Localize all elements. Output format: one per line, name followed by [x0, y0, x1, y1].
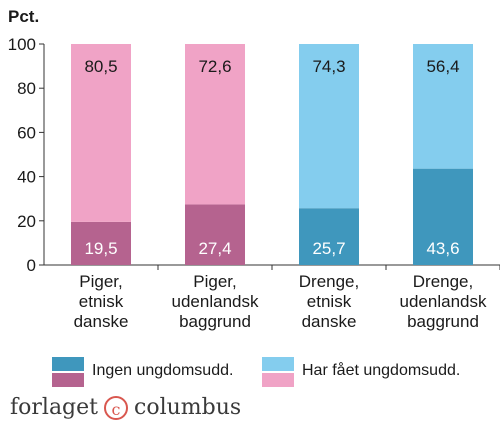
bar-data-label: 72,6 — [198, 57, 231, 76]
bar-data-label: 19,5 — [84, 239, 117, 258]
bar-segment — [185, 204, 245, 265]
x-category-label: Piger, — [193, 272, 236, 291]
stacked-bar-chart: Pct. 0 20 40 60 80 100 19,5 80,5 27,4 72,6 25,7 74… — [8, 7, 500, 331]
x-category-label: baggrund — [407, 312, 479, 331]
x-category-label: etnisk — [307, 292, 352, 311]
bar-data-label: 74,3 — [312, 57, 345, 76]
bar-segment — [71, 44, 131, 222]
publisher-name-right: columbus — [134, 395, 242, 420]
copyright-icon: c — [104, 395, 128, 420]
bar-segment — [299, 208, 359, 265]
bar-segment — [299, 44, 359, 209]
legend-label-without: Ingen ungdomsudd. — [92, 362, 234, 379]
x-category-label: Drenge, — [413, 272, 473, 291]
x-category-label: Drenge, — [299, 272, 359, 291]
publisher-logo: forlaget c columbus — [10, 395, 241, 420]
legend-label-with: Har fået ungdomsudd. — [302, 362, 461, 379]
bar-data-label: 43,6 — [426, 239, 459, 258]
y-tick-label: 0 — [27, 256, 36, 275]
x-category-label: danske — [302, 312, 357, 331]
legend-swatch-girls-with — [262, 373, 294, 387]
legend-swatch-boys-with — [262, 357, 294, 371]
x-category-label: etnisk — [79, 292, 124, 311]
x-category-label: udenlandsk — [172, 292, 259, 311]
y-tick-label: 40 — [17, 168, 36, 187]
x-category-label: udenlandsk — [400, 292, 487, 311]
y-tick-label: 100 — [8, 35, 36, 54]
x-category-label: baggrund — [179, 312, 251, 331]
bar-segment — [185, 44, 245, 205]
bar-data-label: 56,4 — [426, 57, 459, 76]
bar-segment — [413, 168, 473, 265]
bar-segment — [413, 44, 473, 169]
x-category-label: Piger, — [79, 272, 122, 291]
bar-data-label: 27,4 — [198, 239, 231, 258]
y-tick-label: 60 — [17, 123, 36, 142]
y-tick-label: 20 — [17, 212, 36, 231]
bar-segment — [71, 221, 131, 265]
legend-swatch-girls-without — [52, 373, 84, 387]
x-category-label: danske — [74, 312, 129, 331]
legend-swatch-boys-without — [52, 357, 84, 371]
bar-data-label: 80,5 — [84, 57, 117, 76]
publisher-name-left: forlaget — [10, 395, 98, 420]
y-axis-unit-label: Pct. — [8, 7, 39, 26]
legend: Ingen ungdomsudd. Har fået ungdomsudd. — [0, 355, 500, 389]
y-tick-label: 80 — [17, 79, 36, 98]
bar-data-label: 25,7 — [312, 239, 345, 258]
